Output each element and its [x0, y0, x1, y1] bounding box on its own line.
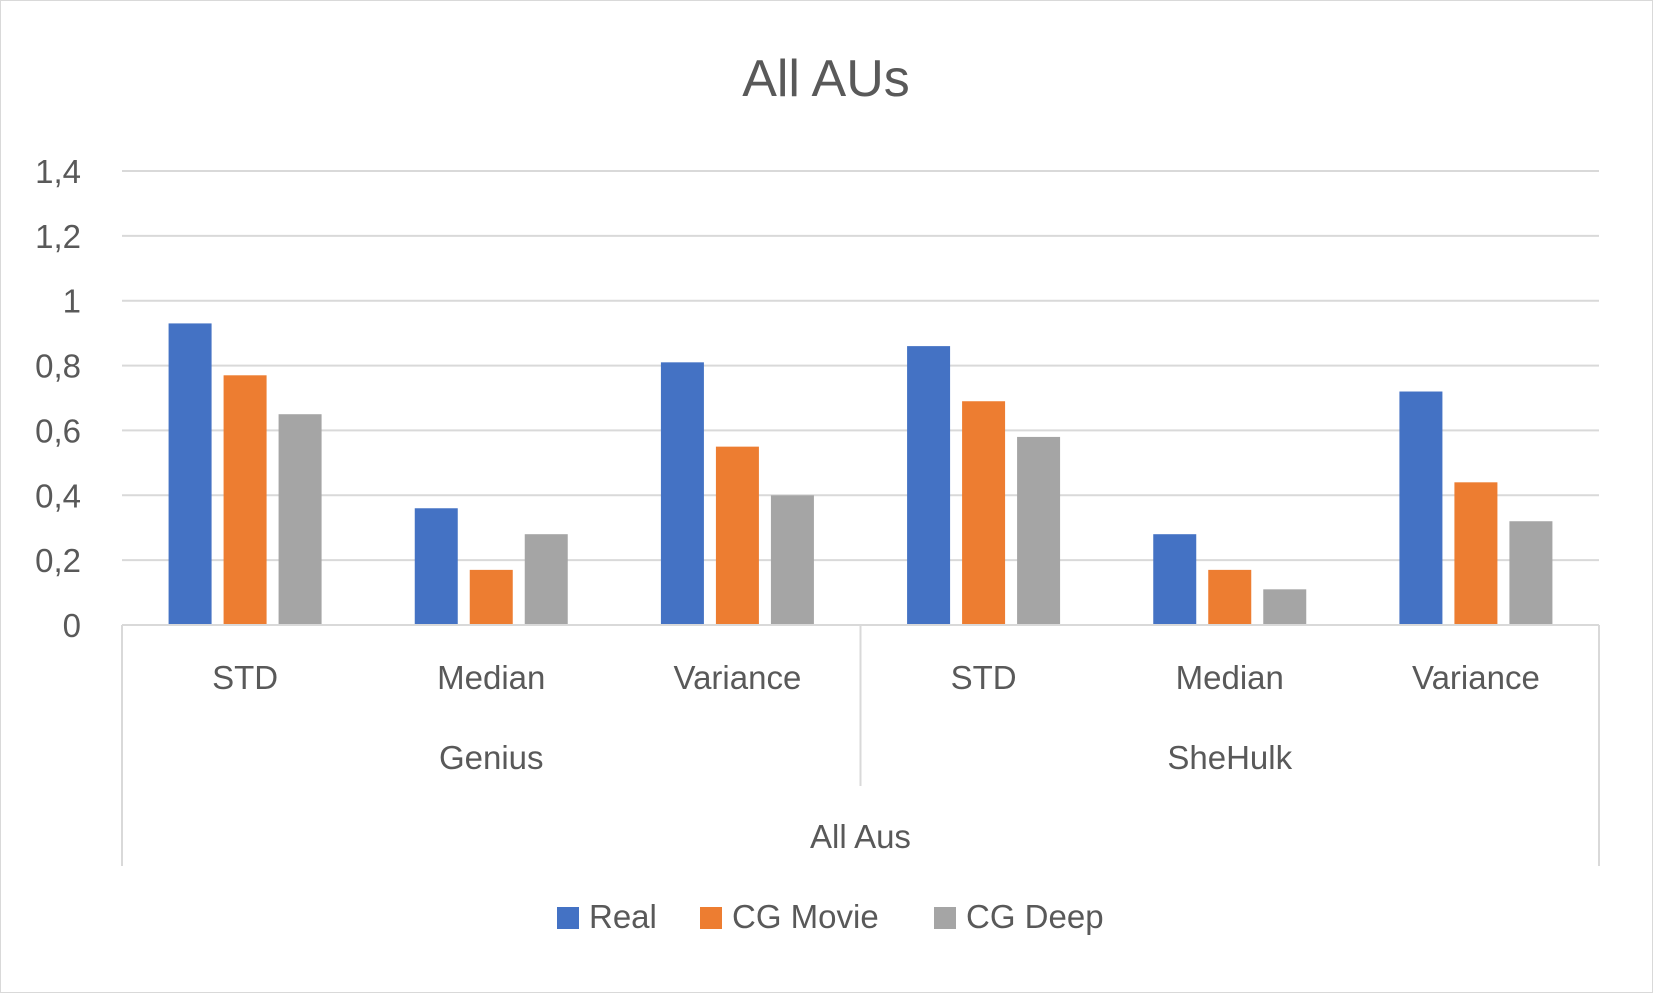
- bar-real: [1153, 534, 1197, 625]
- bar-cg-movie: [1208, 569, 1252, 625]
- bar-cg-deep: [1509, 521, 1553, 625]
- y-tick-label: 1,2: [35, 218, 81, 255]
- legend: Real CG Movie CG Deep: [557, 898, 1104, 935]
- bar-real: [1399, 391, 1443, 625]
- bar-cg-movie: [469, 569, 513, 625]
- category-label: Variance: [1412, 659, 1540, 696]
- y-axis-ticks: 0 0,2 0,4 0,6 0,8 1 1,2 1,4: [35, 153, 81, 644]
- category-axis: STD Median Variance STD Median Variance Genius…: [121, 624, 1600, 866]
- bar-cg-movie: [715, 446, 759, 625]
- y-tick-label: 0,2: [35, 542, 81, 579]
- bars: [168, 323, 1553, 625]
- bar-cg-deep: [1017, 436, 1061, 625]
- legend-label-cg-movie: CG Movie: [732, 898, 879, 935]
- category-label: Median: [1176, 659, 1284, 696]
- legend-label-cg-deep: CG Deep: [966, 898, 1104, 935]
- category-label: Median: [437, 659, 545, 696]
- legend-label-real: Real: [589, 898, 657, 935]
- y-tick-label: 1,4: [35, 153, 81, 190]
- group-label: Genius: [439, 739, 544, 776]
- bar-cg-movie: [1454, 482, 1498, 625]
- outer-group-label: All Aus: [810, 818, 911, 855]
- legend-swatch-cg-movie: [700, 907, 722, 929]
- legend-swatch-cg-deep: [934, 907, 956, 929]
- category-label: STD: [212, 659, 278, 696]
- bar-cg-deep: [524, 534, 568, 625]
- bar-cg-movie: [962, 401, 1006, 625]
- y-tick-label: 0,8: [35, 348, 81, 385]
- chart-title: All AUs: [742, 50, 910, 108]
- bar-real: [660, 362, 704, 625]
- bar-real: [168, 323, 212, 625]
- group-label: SheHulk: [1167, 739, 1292, 776]
- category-label: STD: [951, 659, 1017, 696]
- bar-cg-deep: [770, 495, 814, 625]
- y-tick-label: 0,6: [35, 412, 81, 449]
- legend-swatch-real: [557, 907, 579, 929]
- bar-cg-movie: [223, 375, 267, 625]
- bar-real: [414, 508, 458, 625]
- bar-cg-deep: [278, 414, 322, 625]
- y-tick-label: 0: [63, 607, 81, 644]
- y-tick-label: 1: [63, 283, 81, 320]
- bar-cg-deep: [1263, 589, 1307, 625]
- category-label: Variance: [674, 659, 802, 696]
- y-tick-label: 0,4: [35, 477, 81, 514]
- gridlines: [122, 170, 1599, 562]
- bar-real: [907, 346, 951, 625]
